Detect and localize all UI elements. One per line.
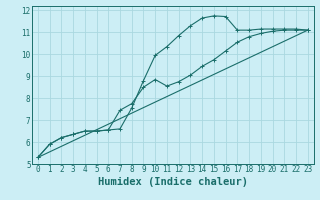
X-axis label: Humidex (Indice chaleur): Humidex (Indice chaleur) xyxy=(98,177,248,187)
